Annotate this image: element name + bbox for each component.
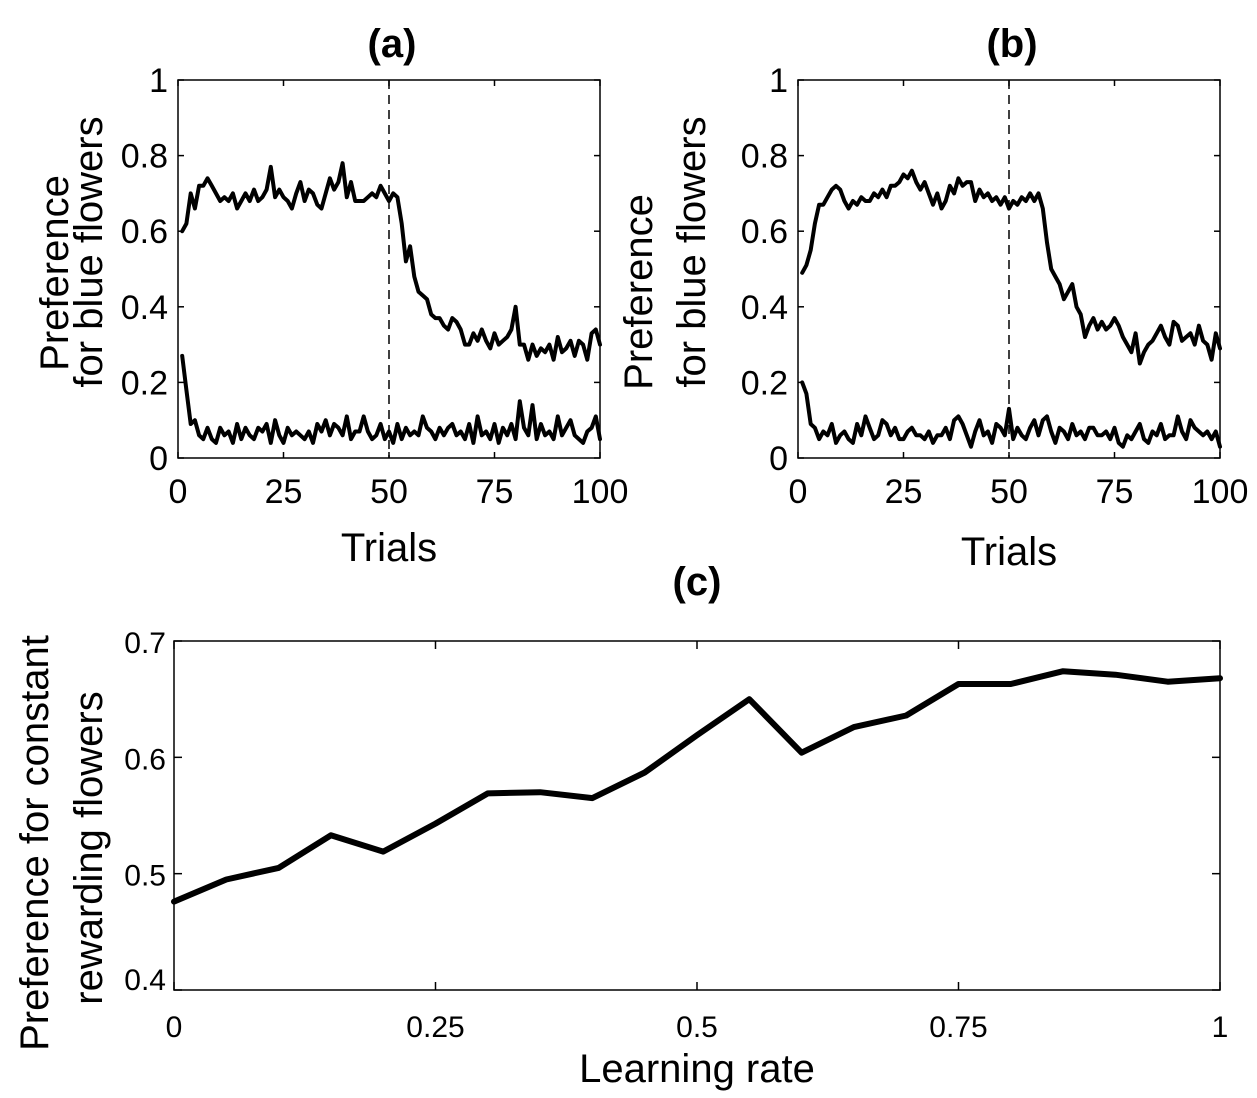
plot-frame [173, 640, 1221, 991]
x-tick-label: 0.75 [929, 1011, 987, 1044]
x-tick-label: 0 [169, 473, 188, 511]
y-tick-label: 0.2 [741, 364, 788, 402]
panel-title: (b) [986, 22, 1037, 66]
x-tick-label: 0 [166, 1011, 183, 1044]
y-tick-label: 0.6 [121, 213, 168, 251]
series-line-1 [800, 168, 1222, 366]
y-tick-label: 1 [769, 62, 788, 100]
x-tick-label: 75 [1096, 473, 1134, 511]
x-axis-label: Learning rate [579, 1047, 815, 1091]
series-line-1 [180, 161, 602, 362]
x-tick-label: 50 [990, 473, 1028, 511]
panel-title: (a) [368, 22, 417, 66]
series-line-2 [180, 353, 602, 445]
y-tick-label: 1 [149, 62, 168, 100]
x-tick-label: 25 [885, 473, 923, 511]
y-tick-label: 0.4 [121, 289, 168, 327]
panel-a: (a) 0 25 50 75 100 0 0.2 0.4 0.6 0.8 1 Trials Prefere… [33, 22, 628, 570]
y-tick-label: 0.6 [741, 213, 788, 251]
x-tick-label: 100 [1192, 473, 1249, 511]
y-tick-label: 0 [769, 440, 788, 478]
y-tick-label: 0 [149, 440, 168, 478]
y-tick-label: 0.5 [124, 860, 166, 893]
y-axis-label: rewarding flowers [67, 691, 111, 1004]
x-axis-label: Trials [961, 530, 1057, 574]
y-axis-label: for blue flowers [670, 116, 714, 387]
x-tick-label: 0 [789, 473, 808, 511]
panel-title: (c) [673, 560, 722, 604]
y-axis-label: Preference [617, 194, 661, 390]
series-line-1 [171, 668, 1223, 905]
y-axis-label: Preference for constant [13, 635, 57, 1051]
y-axis-label: for blue flowers [67, 116, 111, 387]
y-tick-label: 0.7 [124, 627, 166, 660]
y-tick-label: 0.2 [121, 364, 168, 402]
panel-b: (b) 0 25 50 75 100 0 0.2 0.4 0.6 0.8 1 Trials Prefere… [617, 22, 1248, 574]
y-tick-label: 0.8 [121, 138, 168, 176]
y-tick-label: 0.4 [741, 289, 788, 327]
x-axis-label: Trials [341, 526, 437, 570]
x-tick-label: 0.5 [676, 1011, 718, 1044]
x-tick-label: 100 [572, 473, 629, 511]
panel-c: (c) 0 0.25 0.5 0.75 1 0.4 0.5 0.6 0.7 Learning rat… [13, 560, 1228, 1091]
x-tick-label: 1 [1212, 1011, 1229, 1044]
x-tick-label: 50 [370, 473, 408, 511]
y-tick-label: 0.4 [124, 964, 166, 997]
y-axis-label: Preference [33, 175, 77, 371]
x-tick-label: 0.25 [406, 1011, 464, 1044]
series-line-2 [800, 380, 1222, 449]
x-tick-label: 75 [476, 473, 514, 511]
x-tick-label: 25 [265, 473, 303, 511]
y-tick-label: 0.6 [124, 743, 166, 776]
y-tick-label: 0.8 [741, 138, 788, 176]
